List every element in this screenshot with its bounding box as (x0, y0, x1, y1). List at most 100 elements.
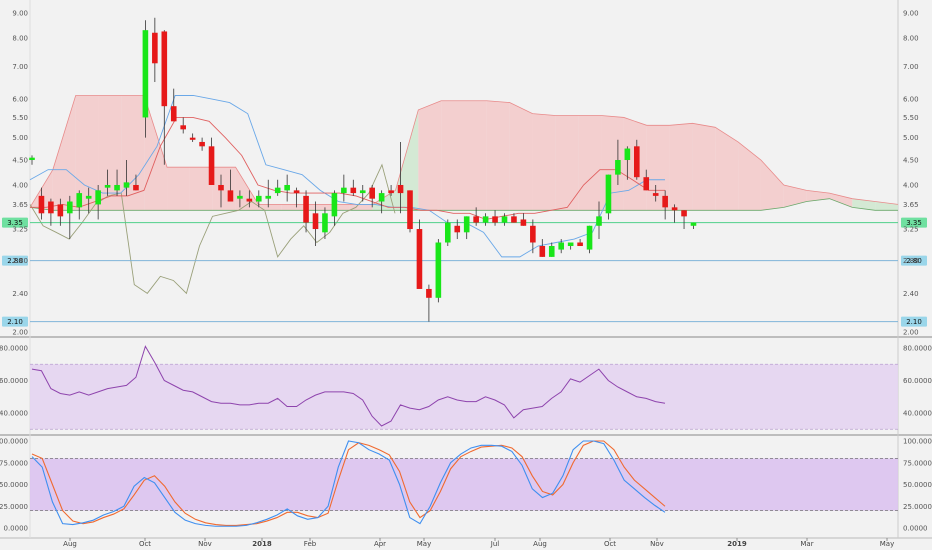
kumo-segment (852, 198, 876, 211)
kumo-segment (167, 167, 190, 211)
rsi-band (30, 364, 898, 430)
candle-body (208, 146, 215, 185)
price-y-tick-left: 2.00 (12, 329, 28, 337)
price-y-tick-left: 5.00 (12, 134, 28, 142)
kumo-segment (121, 95, 145, 211)
kumo-segment (738, 141, 761, 211)
kumo-segment (212, 167, 236, 211)
kumo-segment (555, 115, 579, 211)
candle-body (312, 213, 319, 230)
candle-body (615, 160, 621, 175)
price-y-tick-left: 3.65 (12, 201, 28, 209)
candle-body (123, 182, 130, 188)
kumo-segment (692, 123, 716, 211)
candle-body (322, 213, 328, 233)
stoch-y-tick-left: 25.0000 (0, 503, 28, 511)
candle-body (265, 195, 272, 199)
price-y-tick-left: 4.00 (12, 181, 28, 189)
candle-body (511, 216, 517, 223)
candle-body (539, 246, 546, 257)
candle-body (57, 204, 64, 217)
candle-body (161, 31, 168, 107)
price-badge-label-left: 2.80 (7, 257, 23, 265)
kumo-segment (441, 100, 464, 211)
candle-body (227, 190, 234, 202)
price-y-tick-right: 9.00 (903, 10, 919, 18)
candle-body (605, 174, 612, 214)
x-tick-label: 2019 (727, 540, 747, 548)
kumo-segment (98, 95, 122, 211)
kumo-segment (486, 100, 510, 211)
candle-body (274, 187, 281, 194)
price-badge-label-right: 2.80 (906, 257, 922, 265)
price-y-tick-left: 2.80 (12, 257, 28, 265)
x-tick-label: 2018 (252, 540, 272, 548)
price-badge-right (901, 255, 927, 266)
candle-body (341, 187, 347, 194)
candle-body (671, 207, 678, 211)
kumo-segment (806, 190, 830, 202)
price-y-tick-right: 2.80 (903, 257, 919, 265)
candle-body (378, 193, 385, 202)
stoch-y-tick-left: 50.0000 (0, 481, 28, 489)
price-badge-left (2, 255, 28, 266)
x-tick-label: Oct (604, 540, 616, 548)
candle-body (643, 177, 650, 191)
candle-body (180, 125, 186, 130)
candle-body (624, 148, 631, 161)
stoch-d-line (31, 440, 666, 526)
candle-body (520, 219, 527, 226)
kumo-segment (760, 160, 784, 211)
candle-body (293, 190, 300, 194)
price-badge-label-right: 2.10 (906, 318, 922, 326)
price-y-tick-right: 8.00 (903, 34, 919, 42)
kumo-segment (509, 102, 533, 211)
candle-body (454, 225, 461, 233)
candle-body (142, 30, 149, 118)
kumo-segment (281, 204, 305, 211)
kumo-segment (52, 95, 76, 211)
rsi-y-tick-left: 80.0000 (0, 345, 28, 353)
candle-body (189, 137, 196, 140)
candle-body (435, 242, 442, 298)
candle-body (284, 184, 290, 191)
price-y-tick-right: 7.00 (903, 63, 919, 71)
price-y-tick-left: 7.00 (12, 63, 28, 71)
kumo-segment (349, 204, 373, 211)
candle-body (416, 229, 423, 289)
price-badge-right (901, 316, 927, 327)
price-y-tick-right: 5.50 (903, 114, 919, 122)
kumo-segment (715, 127, 739, 211)
candle-body (567, 242, 574, 247)
kumo-segment (829, 193, 853, 208)
candle-body (662, 195, 668, 208)
x-tick-label: Nov (198, 540, 212, 548)
price-y-tick-left: 3.25 (12, 226, 28, 234)
candle-body (681, 210, 687, 217)
price-badge-label-left: 3.35 (7, 219, 23, 227)
rsi-y-tick-left: 40.0000 (0, 410, 28, 418)
candle-body (426, 288, 432, 298)
price-y-tick-right: 6.00 (903, 95, 919, 103)
candle-body (67, 201, 73, 214)
x-tick-label: Apr (374, 540, 386, 548)
kumo-segment (578, 115, 602, 211)
kumo-segment (189, 167, 213, 211)
candle-body (530, 225, 536, 243)
tenkan-sen-line (30, 116, 665, 220)
stoch-y-tick-left: 75.0000 (0, 459, 28, 467)
candle-body (29, 157, 35, 161)
stoch-y-tick-right: 100.0000 (903, 438, 932, 446)
candle-body (218, 184, 224, 191)
candle-body (652, 193, 659, 196)
x-tick-label: Feb (304, 540, 317, 548)
candle-body (463, 216, 470, 233)
price-y-tick-left: 8.00 (12, 34, 28, 42)
candle-body (246, 198, 253, 202)
candle-body (170, 106, 177, 122)
kumo-segment (532, 113, 556, 211)
price-y-tick-left: 9.00 (12, 10, 28, 18)
price-y-tick-right: 4.00 (903, 181, 919, 189)
candle-body (586, 225, 593, 250)
